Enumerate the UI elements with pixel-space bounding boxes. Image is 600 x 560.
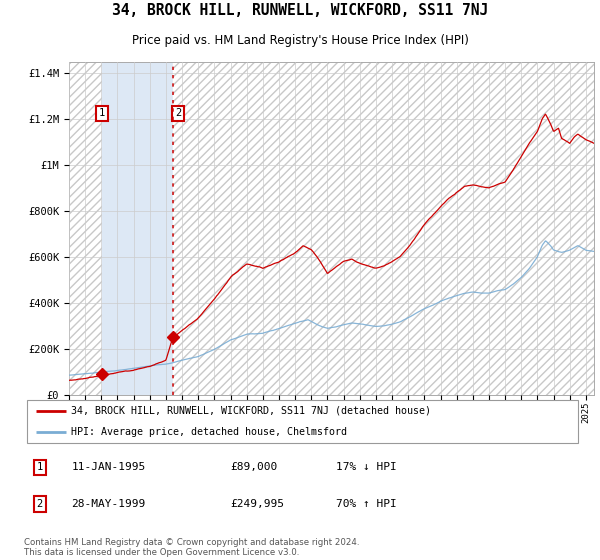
Text: 1: 1 <box>99 108 105 118</box>
Text: 1: 1 <box>37 463 43 473</box>
Text: Contains HM Land Registry data © Crown copyright and database right 2024.
This d: Contains HM Land Registry data © Crown c… <box>24 538 359 557</box>
Bar <box>102 62 173 395</box>
Text: £89,000: £89,000 <box>230 463 278 473</box>
Text: 70% ↑ HPI: 70% ↑ HPI <box>337 499 397 509</box>
Text: 34, BROCK HILL, RUNWELL, WICKFORD, SS11 7NJ: 34, BROCK HILL, RUNWELL, WICKFORD, SS11 … <box>112 3 488 18</box>
Text: 34, BROCK HILL, RUNWELL, WICKFORD, SS11 7NJ (detached house): 34, BROCK HILL, RUNWELL, WICKFORD, SS11 … <box>71 406 431 416</box>
Text: 2: 2 <box>175 108 181 118</box>
Bar <box>69 62 102 395</box>
Text: 2: 2 <box>37 499 43 509</box>
Bar <box>173 62 594 395</box>
Bar <box>173 62 594 395</box>
Text: £249,995: £249,995 <box>230 499 284 509</box>
Text: 17% ↓ HPI: 17% ↓ HPI <box>337 463 397 473</box>
Bar <box>69 62 102 395</box>
Text: Price paid vs. HM Land Registry's House Price Index (HPI): Price paid vs. HM Land Registry's House … <box>131 34 469 47</box>
Text: 11-JAN-1995: 11-JAN-1995 <box>71 463 146 473</box>
FancyBboxPatch shape <box>27 399 578 444</box>
Text: 28-MAY-1999: 28-MAY-1999 <box>71 499 146 509</box>
Text: HPI: Average price, detached house, Chelmsford: HPI: Average price, detached house, Chel… <box>71 427 347 437</box>
